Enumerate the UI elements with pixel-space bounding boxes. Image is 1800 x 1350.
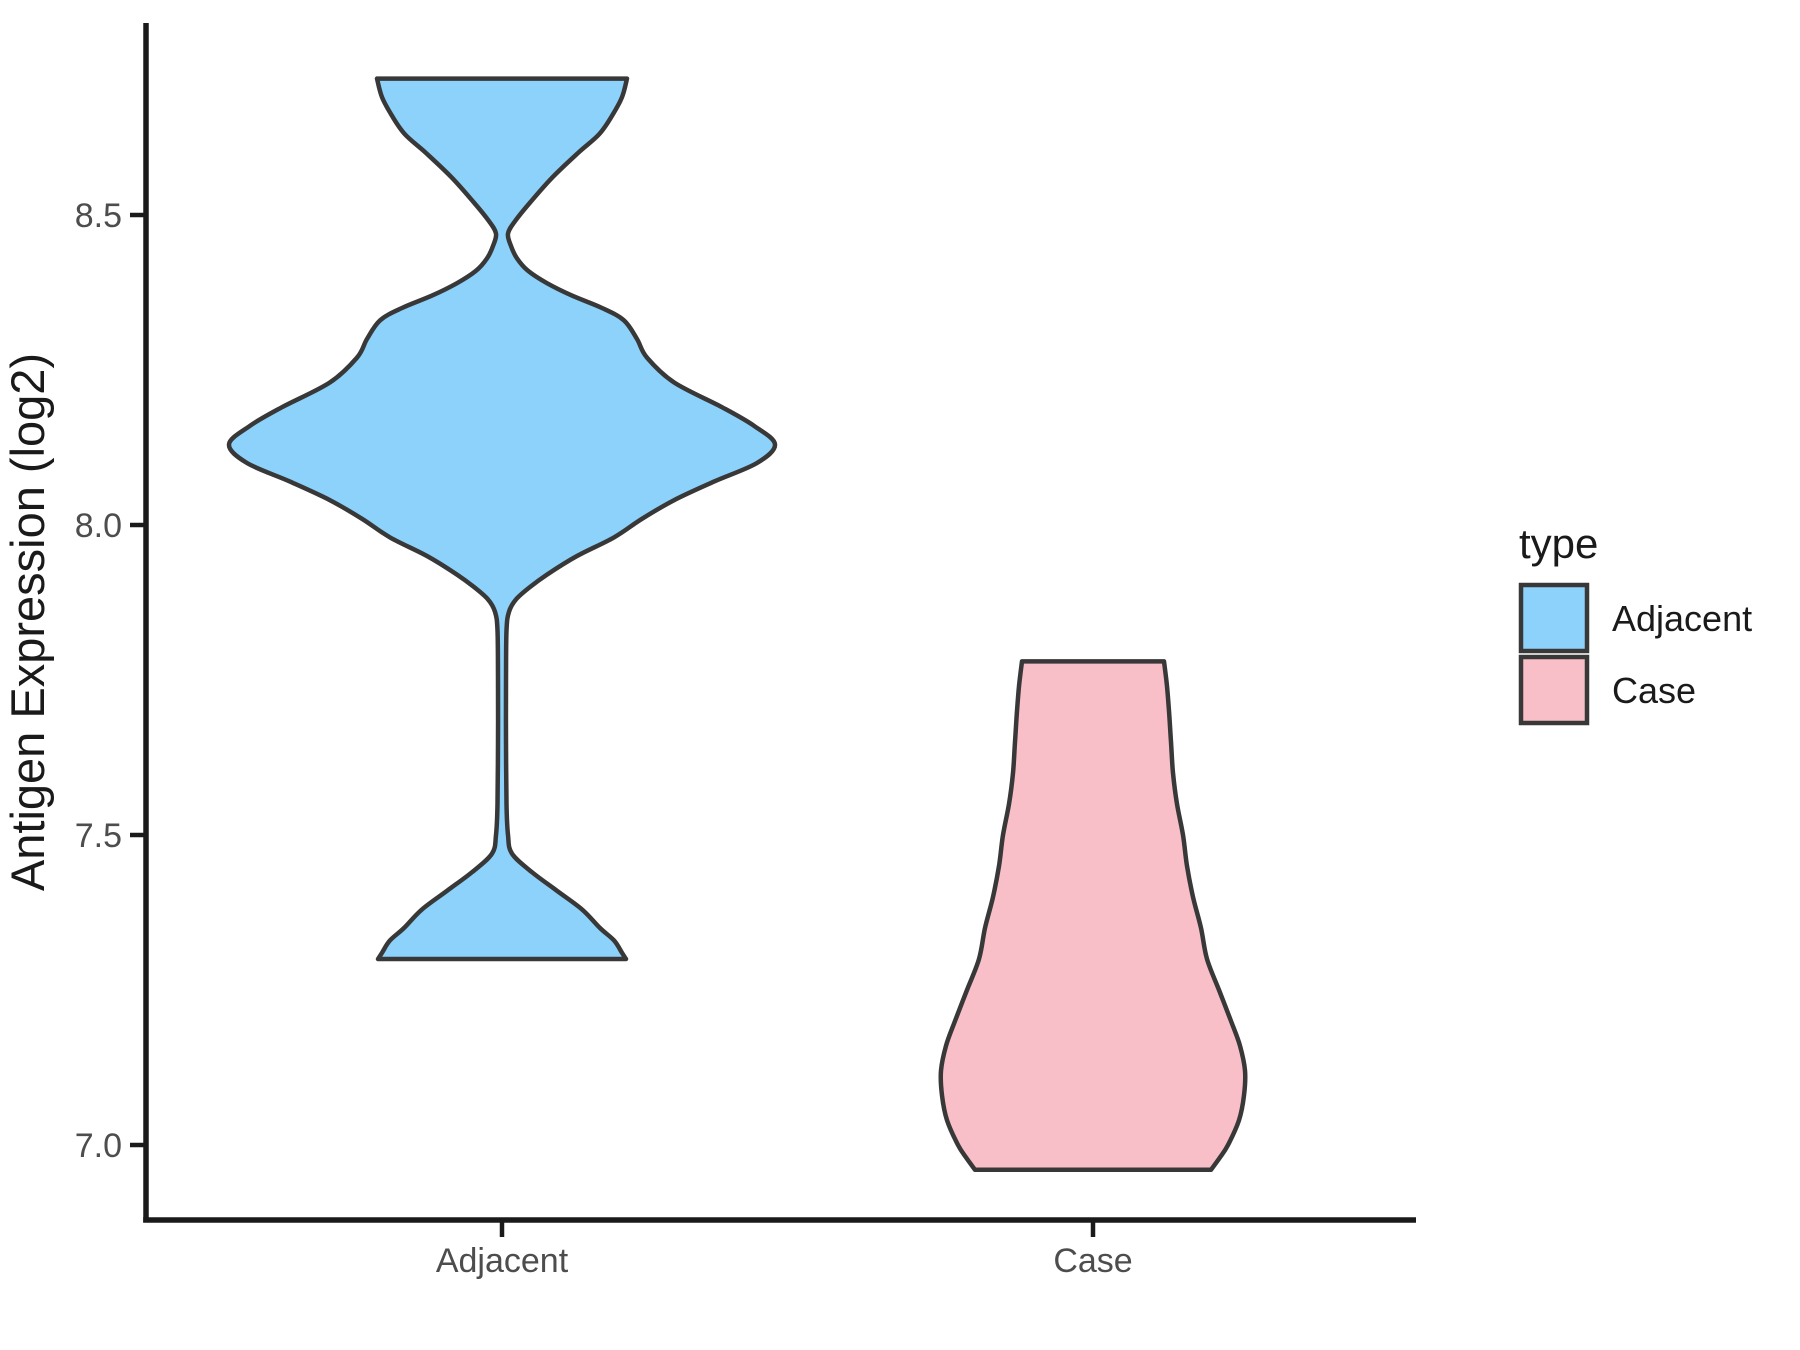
legend-label-case: Case xyxy=(1612,670,1696,711)
x-category-label-case: Case xyxy=(1053,1242,1132,1280)
y-tick-label: 7.5 xyxy=(75,817,122,855)
y-axis-tick-labels: 8.5 8.0 7.5 7.0 xyxy=(75,197,122,1165)
y-axis-title: Antigen Expression (log2) xyxy=(1,353,54,891)
legend-swatch-case xyxy=(1518,654,1590,726)
legend-swatch-adjacent xyxy=(1518,582,1590,654)
violin-case xyxy=(938,659,1248,1173)
y-tick-label: 8.0 xyxy=(75,507,122,545)
y-tick-label: 7.0 xyxy=(75,1127,122,1165)
y-axis-ticks xyxy=(130,212,144,1148)
legend: type Adjacent Case xyxy=(1518,520,1752,726)
legend-title: type xyxy=(1519,520,1598,567)
violin-adjacent xyxy=(226,76,778,962)
legend-label-adjacent: Adjacent xyxy=(1612,598,1752,639)
y-tick-label: 8.5 xyxy=(75,197,122,235)
x-axis-tick-labels: Adjacent Case xyxy=(436,1242,1133,1280)
x-axis-ticks xyxy=(499,1222,1096,1237)
plot-area xyxy=(226,76,1248,1173)
x-category-label-adjacent: Adjacent xyxy=(436,1242,569,1280)
